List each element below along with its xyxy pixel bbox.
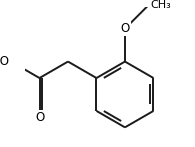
Text: HO: HO bbox=[0, 55, 10, 68]
Text: O: O bbox=[120, 22, 130, 35]
Text: CH₃: CH₃ bbox=[150, 0, 171, 10]
Text: O: O bbox=[35, 111, 44, 124]
